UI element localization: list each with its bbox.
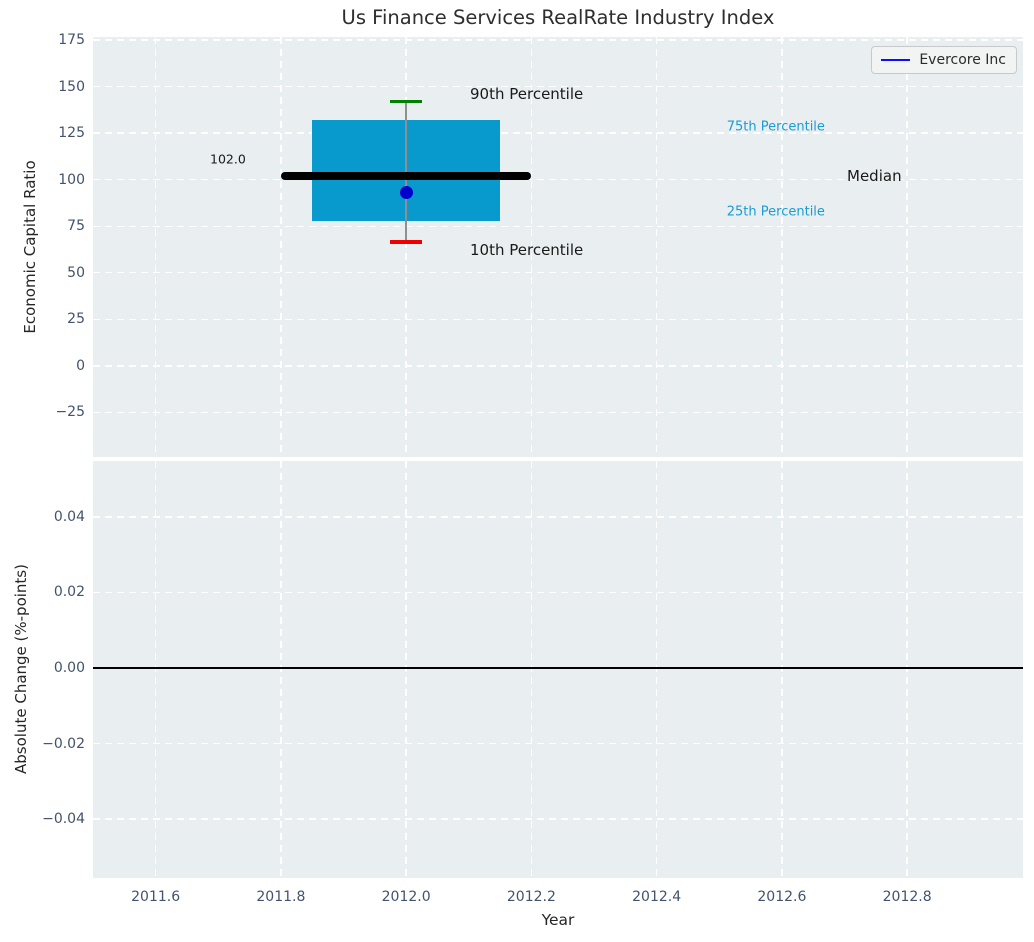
annotation-25th-percentile: 25th Percentile (726, 204, 825, 220)
y-tick-label: 0.04 (53, 508, 85, 525)
legend: Evercore Inc (871, 46, 1017, 74)
y-tick-label: −0.02 (42, 735, 85, 752)
gridline-horizontal (93, 591, 1023, 594)
gridline-vertical (655, 37, 658, 457)
gridline-vertical (781, 461, 783, 878)
x-tick-label: 2012.6 (757, 889, 807, 905)
y-tick-label: 150 (58, 78, 85, 95)
annotation-102-0: 102.0 (210, 151, 246, 167)
gridline-horizontal (93, 179, 1023, 181)
gridline-horizontal (93, 365, 1023, 367)
gridline-horizontal (93, 272, 1023, 274)
x-tick-label: 2012.2 (506, 889, 556, 905)
annotation-median: Median (847, 166, 902, 185)
gridline-vertical (906, 461, 908, 878)
legend-label: Evercore Inc (919, 52, 1006, 68)
y-tick-label: −0.04 (42, 811, 85, 828)
gridline-horizontal (93, 318, 1023, 320)
y-tick-label: 125 (58, 125, 85, 142)
gridline-vertical (154, 461, 157, 878)
gridline-vertical (280, 37, 282, 457)
boxplot-p10-cap (390, 240, 422, 244)
y-tick-label: 100 (58, 171, 85, 188)
boxplot-whisker (405, 101, 407, 243)
gridline-vertical (280, 461, 282, 878)
x-tick-label: 2011.6 (131, 889, 181, 905)
legend-line-sample (881, 59, 911, 61)
gridline-vertical (781, 37, 783, 457)
x-tick-label: 2012.0 (381, 889, 431, 905)
company-value-dot (399, 186, 413, 200)
gridline-horizontal (93, 225, 1023, 227)
axes-bottom (93, 461, 1023, 878)
gridline-vertical (405, 461, 407, 878)
x-tick-label: 2011.8 (256, 889, 306, 905)
y-tick-label: 175 (58, 31, 85, 48)
gridline-horizontal (93, 132, 1023, 134)
y-tick-label: −25 (55, 404, 85, 421)
gridline-horizontal (93, 516, 1023, 518)
annotation-10th-percentile: 10th Percentile (470, 241, 584, 260)
gridline-vertical (530, 461, 533, 878)
gridline-vertical (405, 37, 407, 457)
boxplot-p90-cap (390, 99, 422, 104)
x-tick-label: 2012.8 (882, 889, 932, 905)
y-tick-label: 75 (67, 218, 85, 235)
y-tick-label: 0.02 (53, 584, 85, 601)
axes-top: Evercore Inc 90th Percentile 10th Percent… (93, 37, 1023, 457)
gridline-horizontal (93, 39, 1023, 41)
y-tick-label: 50 (67, 264, 85, 281)
annotation-75th-percentile: 75th Percentile (726, 119, 825, 135)
chart-title: Us Finance Services RealRate Industry In… (341, 6, 775, 29)
boxplot-median-line (280, 171, 532, 180)
x-tick-label: 2012.4 (632, 889, 682, 905)
xlabel: Year (541, 911, 575, 929)
gridline-horizontal (93, 411, 1023, 414)
gridline-vertical (530, 37, 533, 457)
y-tick-label: 25 (67, 311, 85, 328)
annotation-90th-percentile: 90th Percentile (470, 84, 584, 103)
y-tick-label: 0.00 (53, 659, 85, 676)
gridline-horizontal (93, 85, 1023, 88)
gridline-horizontal (93, 818, 1023, 820)
gridline-vertical (655, 461, 658, 878)
zero-line (93, 667, 1023, 669)
gridline-vertical (154, 37, 157, 457)
y-tick-label: 0 (76, 357, 85, 374)
gridline-horizontal (93, 742, 1023, 745)
gridline-vertical (906, 37, 908, 457)
